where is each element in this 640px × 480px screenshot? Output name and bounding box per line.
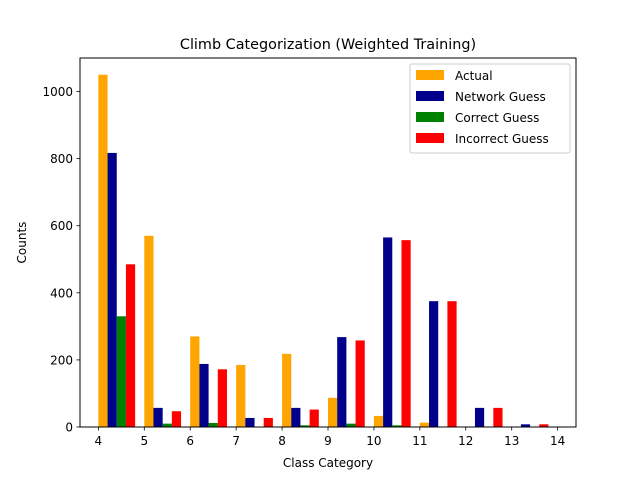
bar-actual-8 [282,353,292,427]
bar-incorrect-guess-7 [263,417,273,427]
legend-swatch-incorrect-guess [416,133,444,143]
x-tick-label: 10 [366,434,381,448]
legend-label-incorrect-guess: Incorrect Guess [455,132,549,146]
legend-swatch-correct-guess [416,112,444,122]
bar-correct-guess-8 [300,425,310,427]
x-axis-label: Class Category [283,456,373,470]
bar-network-guess-12 [474,407,485,427]
legend-swatch-network-guess [416,91,444,101]
y-tick-label: 200 [50,353,73,367]
bar-incorrect-guess-8 [309,409,319,427]
y-tick-label: 800 [50,152,73,166]
y-axis-label: Counts [15,222,29,264]
legend-label-network-guess: Network Guess [455,90,546,104]
bar-network-guess-10 [383,237,393,427]
bar-network-guess-8 [291,407,301,427]
bar-incorrect-guess-10 [401,240,411,427]
legend-label-correct-guess: Correct Guess [455,111,539,125]
bar-incorrect-guess-5 [171,411,182,427]
bar-correct-guess-5 [162,423,172,427]
bar-incorrect-guess-6 [217,369,227,427]
bar-actual-10 [373,415,384,427]
bar-actual-7 [236,364,246,427]
bar-network-guess-5 [153,407,163,427]
x-tick-label: 14 [550,434,565,448]
bar-actual-6 [190,336,200,427]
y-axis-ticks: 0 200 400 600 800 1000 [42,85,80,435]
bar-network-guess-11 [429,301,439,427]
bar-correct-guess-4 [116,316,126,427]
bar-incorrect-guess-12 [493,407,503,427]
bar-correct-guess-10 [392,425,402,427]
bar-incorrect-guess-9 [355,340,365,427]
bar-actual-9 [328,397,338,427]
x-tick-label: 11 [412,434,427,448]
x-tick-label: 12 [458,434,473,448]
bar-incorrect-guess-4 [125,264,136,427]
legend-label-actual: Actual [455,69,493,83]
bars-group [98,74,549,428]
x-tick-label: 13 [504,434,519,448]
bar-network-guess-7 [245,417,255,427]
bar-network-guess-6 [199,363,209,427]
bar-network-guess-4 [107,152,117,427]
bar-incorrect-guess-11 [447,301,457,427]
bar-network-guess-13 [520,424,531,427]
chart-title: Climb Categorization (Weighted Training) [180,37,476,53]
bar-correct-guess-9 [346,423,356,427]
bar-network-guess-9 [337,337,347,427]
x-tick-label: 8 [278,434,286,448]
legend-frame [409,63,571,154]
y-tick-label: 1000 [42,85,73,99]
y-tick-label: 600 [50,219,73,233]
x-axis-ticks: 4 5 6 7 8 9 10 11 12 13 14 [95,427,565,448]
legend-swatch-actual [416,70,444,80]
bar-actual-5 [144,235,154,427]
y-tick-label: 400 [50,286,73,300]
x-tick-label: 9 [324,434,332,448]
x-tick-label: 4 [95,434,103,448]
legend: Actual Network Guess Correct Guess Incorrec… [409,63,571,154]
bar-incorrect-guess-13 [539,424,549,427]
bar-actual-11 [419,422,430,427]
x-tick-label: 5 [140,434,148,448]
y-tick-label: 0 [65,421,73,435]
x-tick-label: 7 [232,434,240,448]
bar-correct-guess-6 [208,422,218,427]
bar-actual-4 [98,74,108,428]
x-tick-label: 6 [186,434,194,448]
